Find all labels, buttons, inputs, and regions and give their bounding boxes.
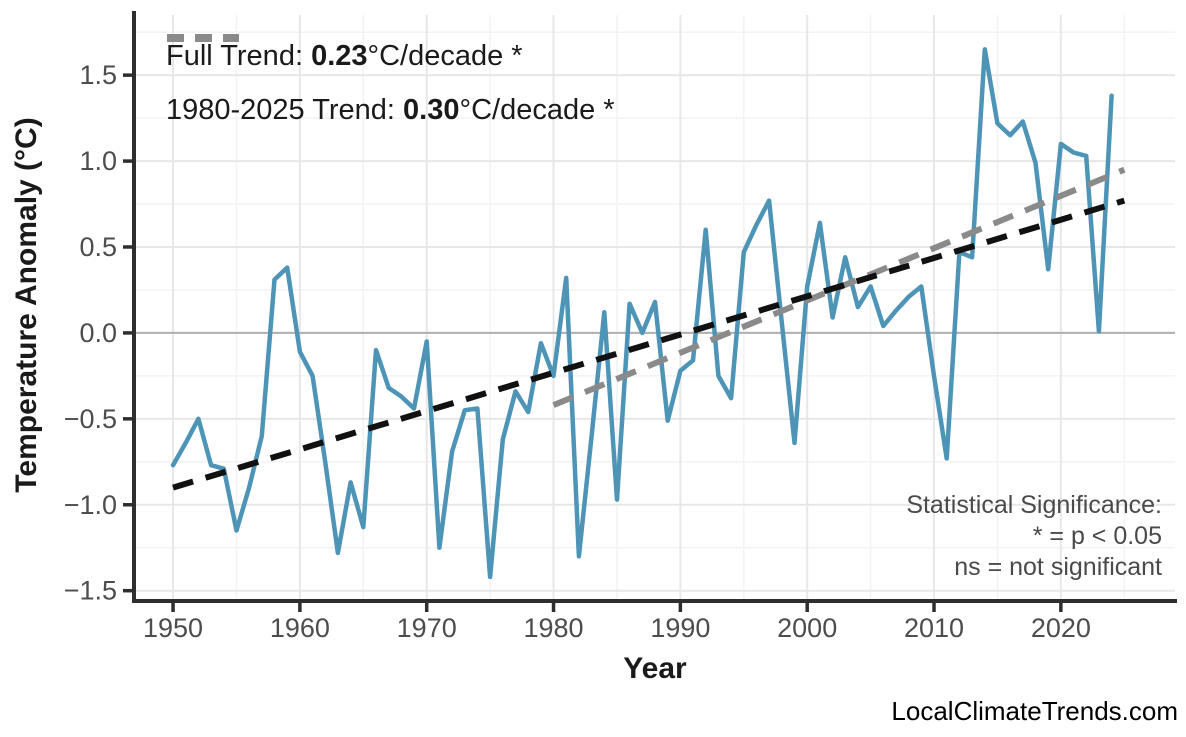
temperature-anomaly-line — [170, 47, 1114, 580]
x-tick-label-2020: 2020 — [1031, 613, 1091, 643]
legend-item-full-trend: Full Trend: 0.23°C/decade * — [166, 33, 615, 79]
series — [170, 47, 1126, 580]
x-tick-label-1990: 1990 — [650, 613, 710, 643]
axis-ticks — [123, 73, 1063, 612]
y-tick-label-−1.0: −1.0 — [64, 490, 117, 520]
legend-label-recent-trend: 1980-2025 Trend: 0.30°C/decade * — [166, 94, 615, 127]
minor-gridlines — [135, 15, 1175, 601]
y-tick-label-−0.5: −0.5 — [64, 404, 117, 434]
y-tick-label-1.0: 1.0 — [79, 146, 117, 176]
significance-note: Statistical Significance: * = p < 0.05 n… — [906, 490, 1162, 583]
axis-tick-labels: 1950 1960 1970 1980 1990 2000 2010 2020 −1.5 −1.0… — [64, 60, 1091, 643]
y-tick-label-0.5: 0.5 — [79, 232, 117, 262]
x-tick-label-1970: 1970 — [397, 613, 457, 643]
significance-note-line1: Statistical Significance: — [906, 491, 1162, 519]
x-tick-label-2010: 2010 — [904, 613, 964, 643]
full-trend-value: 0.23 — [311, 39, 368, 72]
full-trend-label: Full Trend: — [166, 39, 312, 72]
legend-label-full-trend: Full Trend: 0.23°C/decade * — [166, 40, 523, 73]
y-axis-title: Temperature Anomaly (°C) — [10, 117, 43, 493]
recent-trend-suffix: °C/decade * — [459, 93, 615, 126]
x-tick-label-1960: 1960 — [270, 613, 330, 643]
full-trend-line — [172, 197, 1126, 491]
recent-trend-label: 1980-2025 Trend: — [166, 93, 404, 126]
y-tick-label-−1.5: −1.5 — [64, 576, 117, 606]
axis-lines — [132, 11, 1177, 603]
x-tick-label-1980: 1980 — [523, 613, 583, 643]
x-tick-label-2000: 2000 — [777, 613, 837, 643]
significance-note-line3: ns = not significant — [954, 553, 1162, 581]
x-tick-label-1950: 1950 — [143, 613, 203, 643]
y-tick-label-1.5: 1.5 — [79, 60, 117, 90]
recent-trend-value: 0.30 — [403, 93, 460, 126]
legend-item-recent-trend: 1980-2025 Trend: 0.30°C/decade * — [166, 34, 615, 133]
y-tick-label-0.0: 0.0 — [79, 318, 117, 348]
watermark: LocalClimateTrends.com — [891, 696, 1178, 726]
significance-note-line2: * = p < 0.05 — [1032, 522, 1162, 550]
full-trend-suffix: °C/decade * — [367, 39, 523, 72]
legend: Full Trend: 0.23°C/decade * 1980-2025 Tr… — [166, 33, 615, 133]
recent-trend-key-line — [167, 34, 239, 42]
x-axis-title: Year — [623, 652, 687, 685]
